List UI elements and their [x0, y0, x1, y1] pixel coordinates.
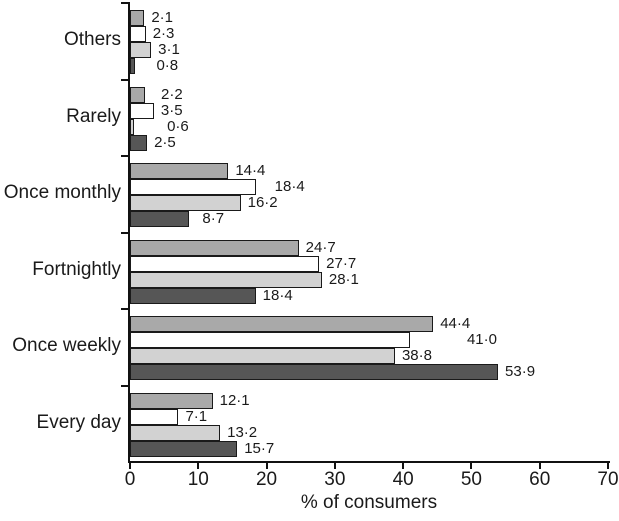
x-axis-tick — [265, 463, 268, 469]
category-label: Rarely — [66, 105, 121, 127]
bar — [130, 440, 238, 457]
category-label: Once monthly — [3, 182, 121, 204]
bar-value-label: 2·2 — [161, 85, 183, 103]
bar — [130, 163, 229, 179]
bar — [130, 239, 299, 256]
x-axis-tick — [333, 463, 336, 469]
category-label: Once weekly — [12, 335, 121, 357]
bar — [130, 211, 190, 227]
bar-value-label: 12·1 — [219, 391, 250, 409]
y-axis-tick — [121, 308, 128, 310]
x-tick-label: 10 — [187, 469, 209, 490]
bar-value-label: 44·4 — [440, 315, 471, 332]
bar — [130, 26, 146, 42]
y-axis-tick — [121, 2, 128, 4]
bar — [130, 86, 146, 103]
y-axis-line — [128, 2, 130, 463]
bar-value-label: 41·0 — [466, 331, 497, 348]
bar-value-label: 14·4 — [235, 162, 266, 179]
y-axis-tick — [121, 231, 128, 234]
x-axis-tick — [538, 463, 541, 469]
bar — [130, 134, 148, 151]
bar-value-label: 27·7 — [326, 254, 357, 272]
y-axis-tick — [121, 384, 128, 387]
bar-value-label: 15·7 — [244, 439, 275, 457]
bar — [130, 316, 434, 332]
bar-value-label: 0·8 — [156, 57, 179, 74]
bar-value-label: 53·9 — [505, 363, 536, 380]
x-tick-label: 0 — [124, 469, 136, 490]
bar-value-label: 2·5 — [154, 133, 176, 151]
bar — [130, 10, 145, 26]
x-axis-tick — [402, 463, 405, 469]
bar — [130, 179, 256, 195]
bar — [130, 332, 410, 348]
bar — [130, 392, 213, 409]
y-axis-tick — [121, 155, 128, 157]
bar-value-label: 0·6 — [167, 117, 189, 135]
bar — [130, 255, 320, 272]
bar — [130, 118, 135, 135]
x-tick-label: 50 — [460, 469, 482, 490]
x-tick-label: 70 — [597, 469, 619, 490]
bar — [130, 271, 322, 288]
x-axis-title: % of consumers — [300, 492, 438, 513]
x-axis-tick — [129, 463, 131, 469]
bar-value-label: 7·1 — [185, 407, 208, 425]
x-tick-label: 30 — [324, 469, 346, 490]
bar — [130, 348, 395, 364]
x-axis-line — [128, 461, 610, 463]
bar — [130, 42, 152, 58]
bar — [130, 408, 179, 425]
bar-value-label: 18·4 — [274, 178, 305, 195]
category-label: Others — [63, 29, 121, 51]
bar-value-label: 3·1 — [158, 41, 180, 58]
x-axis-tick — [197, 463, 200, 469]
bar-value-label: 13·2 — [227, 423, 258, 441]
x-tick-label: 40 — [392, 469, 414, 490]
x-axis-tick — [470, 463, 473, 469]
x-tick-label: 60 — [529, 469, 551, 490]
bar-value-label: 38·8 — [401, 347, 432, 364]
bar-value-label: 8·7 — [202, 210, 225, 227]
x-axis-tick — [607, 463, 609, 469]
bar-value-label: 24·7 — [305, 238, 336, 256]
bar — [130, 58, 136, 74]
bar-value-label: 16·2 — [247, 194, 278, 211]
x-tick-label: 20 — [255, 469, 278, 490]
bar-value-label: 3·5 — [160, 101, 183, 119]
category-label: Every day — [36, 411, 121, 433]
bar-value-label: 2·3 — [152, 25, 175, 42]
bar — [130, 102, 154, 119]
bar-value-label: 18·4 — [262, 286, 293, 304]
category-label: Fortnightly — [32, 258, 121, 280]
y-axis-tick — [121, 78, 128, 81]
bar — [130, 195, 241, 211]
bar-value-label: 28·1 — [328, 270, 359, 288]
bar — [130, 364, 499, 380]
bar — [130, 287, 256, 304]
bar-value-label: 2·1 — [151, 9, 174, 26]
bar — [130, 424, 221, 441]
